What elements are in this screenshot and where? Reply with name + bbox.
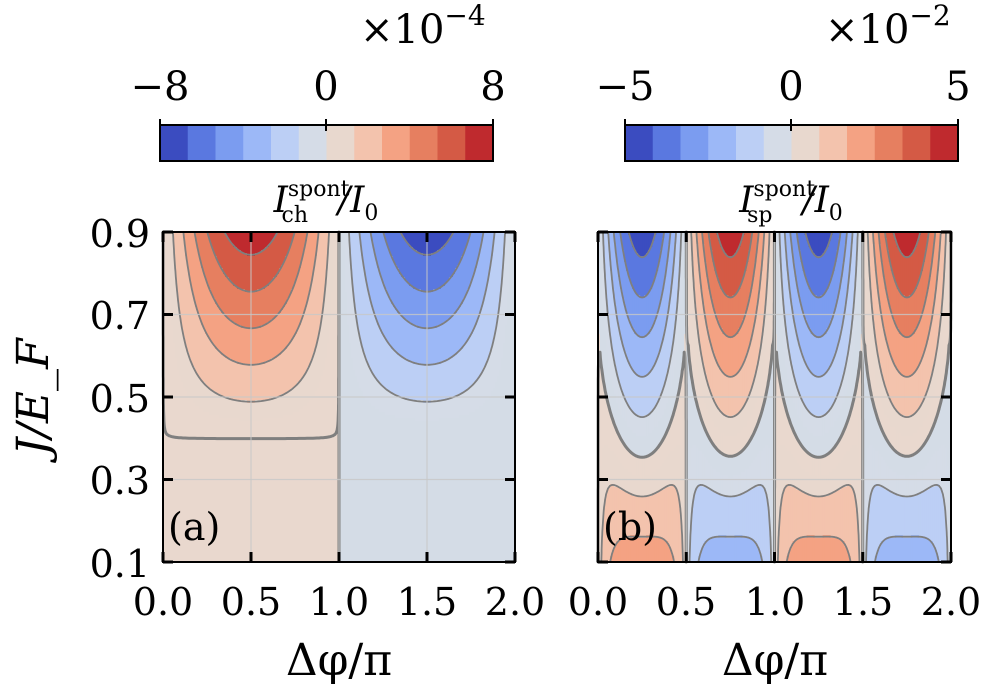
colorbar-swatch xyxy=(625,125,653,161)
colorbar-swatch xyxy=(819,125,847,161)
colorbar-a-tick-left: −8 xyxy=(131,64,190,110)
colorbar-b-tick-mid: 0 xyxy=(778,64,803,110)
colorbar-swatch xyxy=(271,125,299,161)
colorbar-swatch xyxy=(382,125,410,161)
colorbar-b-scale-base: ×10 xyxy=(825,7,909,53)
colorbar-swatch xyxy=(243,125,271,161)
colorbar-swatch xyxy=(681,125,709,161)
colorbar-a: ×10−4 −8 0 8 Ispont ch/I0 xyxy=(131,0,506,228)
colorbar-b-scale-exp: −2 xyxy=(909,0,950,32)
colorbar-b-tick-left: −5 xyxy=(596,64,655,110)
figure: ×10−4 −8 0 8 Ispont ch/I0 ×10−2 −5 0 5 Is… xyxy=(0,0,995,688)
colorbar-swatch xyxy=(354,125,382,161)
colorbar-swatch xyxy=(875,125,903,161)
colorbar-a-scale: ×10−4 xyxy=(360,0,486,53)
colorbar-swatch xyxy=(792,125,820,161)
colorbar-a-tick-mid: 0 xyxy=(313,64,338,110)
colorbar-b-label: Ispont sp/I0 xyxy=(738,177,843,228)
colorbar-swatch xyxy=(299,125,327,161)
colorbar-b-scale: ×10−2 xyxy=(825,0,951,53)
colorbar-swatch xyxy=(930,125,958,161)
colorbar-a-label: Ispont ch/I0 xyxy=(273,177,379,228)
colorbar-b: ×10−2 −5 0 5 Ispont sp/I0 xyxy=(596,0,971,228)
colorbar-swatch xyxy=(188,125,216,161)
colorbar-swatch xyxy=(216,125,244,161)
colorbar-swatch xyxy=(438,125,466,161)
colorbar-swatch xyxy=(327,125,355,161)
colorbar-swatch xyxy=(764,125,792,161)
colorbar-a-tick-right: 8 xyxy=(480,64,505,110)
colorbar-swatch xyxy=(847,125,875,161)
colorbar-b-tick-right: 5 xyxy=(945,64,970,110)
colorbar-swatch xyxy=(410,125,438,161)
panel-a: (a) 0.0 0.5 1.0 1.5 2.0 Δφ/π xyxy=(133,232,545,686)
colorbar-swatch xyxy=(903,125,931,161)
colorbar-swatch xyxy=(465,125,493,161)
colorbar-swatch xyxy=(708,125,736,161)
colorbar-swatch xyxy=(653,125,681,161)
colorbar-swatch xyxy=(736,125,764,161)
colorbar-a-scale-base: ×10 xyxy=(360,7,444,53)
colorbar-swatch xyxy=(160,125,188,161)
colorbar-a-scale-exp: −4 xyxy=(444,0,485,32)
